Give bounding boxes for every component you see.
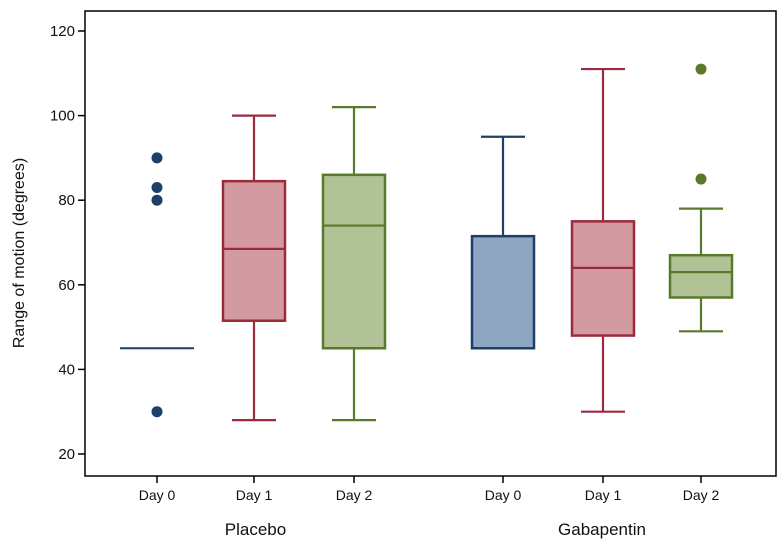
x-category-label: Day 0 <box>139 487 176 503</box>
axis-layer: 20 40 60 80 100 120 Day 0 Day 1 Day 2 Placebo Day … <box>50 23 720 539</box>
y-tick-label: 80 <box>58 192 75 209</box>
group-1-box-0-box <box>470 234 536 350</box>
y-tick-label: 100 <box>50 108 75 125</box>
group-label: Gabapentin <box>558 520 646 539</box>
group-1-box-1-box <box>570 220 636 337</box>
group-0-box-0-outlier <box>151 406 163 418</box>
x-category-label: Day 2 <box>336 487 373 503</box>
y-tick-label: 60 <box>58 277 75 294</box>
group-label: Placebo <box>225 520 286 539</box>
x-category-label: Day 0 <box>485 487 522 503</box>
y-tick-label: 120 <box>50 23 75 40</box>
x-category-label: Day 1 <box>585 487 622 503</box>
y-tick-label: 20 <box>58 446 75 463</box>
plot-layer <box>120 63 734 422</box>
x-category-label: Day 2 <box>683 487 720 503</box>
y-axis-label: Range of motion (degrees) <box>11 158 28 348</box>
group-0-box-1-box <box>221 179 287 323</box>
group-1-box-2-outlier <box>695 173 707 185</box>
group-0-box-0-outlier <box>151 182 163 194</box>
x-category-label: Day 1 <box>236 487 273 503</box>
group-0-box-2-box <box>321 173 387 350</box>
group-1-box-2-box <box>668 253 734 299</box>
group-0-box-0-outlier <box>151 194 163 206</box>
plot-frame <box>84 10 777 477</box>
group-1-box-2-outlier <box>695 63 707 75</box>
group-0-box-0-outlier <box>151 152 163 164</box>
y-tick-label: 40 <box>58 361 75 378</box>
